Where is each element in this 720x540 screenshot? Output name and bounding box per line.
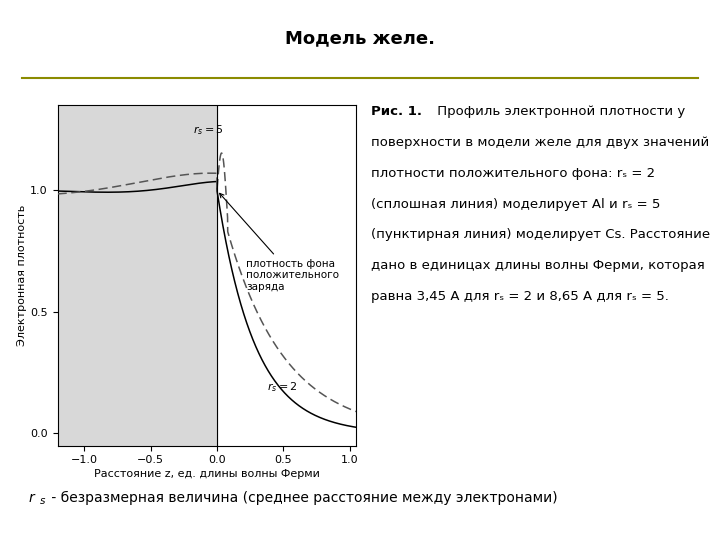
Text: $r_s= 5$: $r_s= 5$ [193, 123, 224, 137]
Text: равна 3,45 А для rₛ = 2 и 8,65 А для rₛ = 5.: равна 3,45 А для rₛ = 2 и 8,65 А для rₛ … [371, 290, 669, 303]
Text: - безразмерная величина (среднее расстояние между электронами): - безразмерная величина (среднее расстоя… [47, 491, 557, 505]
Text: (пунктирная линия) моделирует Cs. Расстояние: (пунктирная линия) моделирует Cs. Рассто… [371, 228, 710, 241]
Text: плотность фона
положительного
заряда: плотность фона положительного заряда [220, 193, 339, 292]
Y-axis label: Электронная плотность: Электронная плотность [17, 205, 27, 346]
Text: Рис. 1.: Рис. 1. [371, 105, 422, 118]
X-axis label: Расстояние z, ед. длины волны Ферми: Расстояние z, ед. длины волны Ферми [94, 469, 320, 480]
Text: s: s [40, 496, 45, 506]
Text: поверхности в модели желе для двух значений: поверхности в модели желе для двух значе… [371, 136, 709, 149]
Text: плотности положительного фона: rₛ = 2: плотности положительного фона: rₛ = 2 [371, 167, 655, 180]
Text: r: r [29, 491, 35, 505]
Text: дано в единицах длины волны Ферми, которая: дано в единицах длины волны Ферми, котор… [371, 259, 705, 272]
Text: (сплошная линия) моделирует Al и rₛ = 5: (сплошная линия) моделирует Al и rₛ = 5 [371, 198, 660, 211]
Text: $r_s= 2$: $r_s= 2$ [267, 380, 298, 394]
Text: Модель желе.: Модель желе. [285, 30, 435, 48]
Text: Профиль электронной плотности у: Профиль электронной плотности у [433, 105, 685, 118]
